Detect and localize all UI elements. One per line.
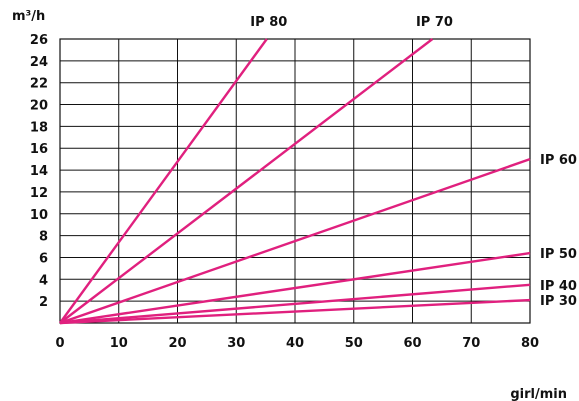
y-tick-label: 10 bbox=[30, 208, 48, 223]
x-tick-label: 0 bbox=[55, 336, 64, 351]
series-label: IP 30 bbox=[540, 294, 577, 309]
series-label: IP 40 bbox=[540, 279, 577, 294]
grid-lines bbox=[59, 38, 531, 324]
series-line-ip-80 bbox=[59, 38, 268, 324]
y-tick-label: 2 bbox=[39, 295, 48, 310]
series-lines bbox=[59, 38, 531, 325]
x-tick-label: 50 bbox=[345, 336, 363, 351]
series-line-ip-40 bbox=[59, 283, 531, 325]
y-tick-label: 12 bbox=[30, 186, 48, 201]
y-tick-label: 14 bbox=[30, 164, 48, 179]
y-tick-label: 22 bbox=[30, 77, 48, 92]
series-line-ip-30 bbox=[59, 298, 531, 325]
x-tick-label: 40 bbox=[286, 336, 304, 351]
x-tick-label: 20 bbox=[168, 336, 186, 351]
y-axis-label: m³/h bbox=[12, 9, 45, 24]
series-label: IP 50 bbox=[540, 247, 577, 262]
x-tick-label: 70 bbox=[462, 336, 480, 351]
series-label: IP 60 bbox=[540, 153, 577, 168]
y-tick-label: 24 bbox=[30, 55, 48, 70]
y-tick-label: 18 bbox=[30, 120, 48, 135]
series-label: IP 70 bbox=[416, 15, 453, 30]
plot-border bbox=[59, 38, 531, 324]
series-line-ip-60 bbox=[59, 158, 531, 325]
x-tick-label: 10 bbox=[110, 336, 128, 351]
x-tick-label: 30 bbox=[227, 336, 245, 351]
x-tick-label: 80 bbox=[521, 336, 539, 351]
x-axis-label: girl/min bbox=[510, 387, 567, 401]
x-tick-label: 60 bbox=[403, 336, 421, 351]
series-label: IP 80 bbox=[250, 15, 287, 30]
y-tick-label: 4 bbox=[39, 273, 48, 288]
series-line-ip-70 bbox=[59, 38, 434, 324]
series-line-ip-50 bbox=[59, 251, 531, 325]
y-tick-label: 20 bbox=[30, 99, 48, 114]
y-tick-label: 8 bbox=[39, 230, 48, 245]
y-tick-label: 16 bbox=[30, 142, 48, 157]
y-tick-label: 26 bbox=[30, 33, 48, 48]
y-tick-label: 6 bbox=[39, 251, 48, 266]
